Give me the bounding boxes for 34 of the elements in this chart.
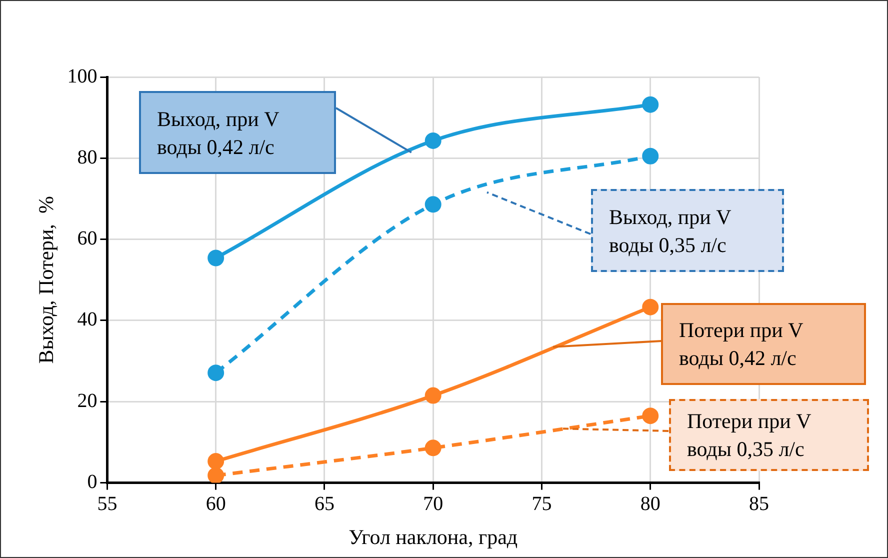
point [208, 467, 224, 483]
y-axis-title: Выход, Потери, % [34, 196, 58, 364]
callout: Потери при V воды 0,35 л/с [563, 399, 869, 471]
point [208, 453, 224, 470]
callout: Потери при V воды 0,42 л/с [552, 303, 866, 385]
y-tick-label: 80 [77, 146, 98, 168]
point [208, 364, 224, 382]
x-tick-label: 65 [314, 493, 334, 516]
point [642, 96, 659, 113]
point [208, 250, 224, 266]
point [642, 408, 659, 424]
x-tick-label: 70 [423, 493, 444, 516]
y-tick-label: 0 [87, 471, 98, 494]
x-tick-label: 85 [749, 493, 769, 516]
y-tick-label: 60 [77, 228, 98, 250]
series-label: Потери при V воды 0,35 л/с [686, 408, 812, 463]
point [424, 196, 442, 213]
x-tick-label: 60 [206, 493, 226, 516]
x-axis-title: Угол наклона, град [348, 524, 518, 549]
callout: Выход, при V воды 0,42 л/с [139, 91, 412, 174]
point [424, 387, 442, 404]
x-tick-label: 75 [532, 493, 552, 516]
point [424, 132, 442, 149]
y-tick-label: 100 [67, 65, 98, 88]
y-tick-label: 40 [77, 308, 98, 331]
x-tick-label: 55 [97, 493, 118, 516]
point [424, 440, 442, 456]
callout: Выход, при V воды 0,35 л/с [487, 189, 784, 272]
point [642, 298, 659, 316]
x-tick-label: 80 [640, 493, 660, 516]
point [642, 148, 659, 164]
series-label: Потери при V воды 0,42 л/с [678, 317, 804, 372]
series-label: Выход, при V воды 0,35 л/с [608, 204, 732, 258]
y-tick-label: 20 [77, 390, 98, 412]
